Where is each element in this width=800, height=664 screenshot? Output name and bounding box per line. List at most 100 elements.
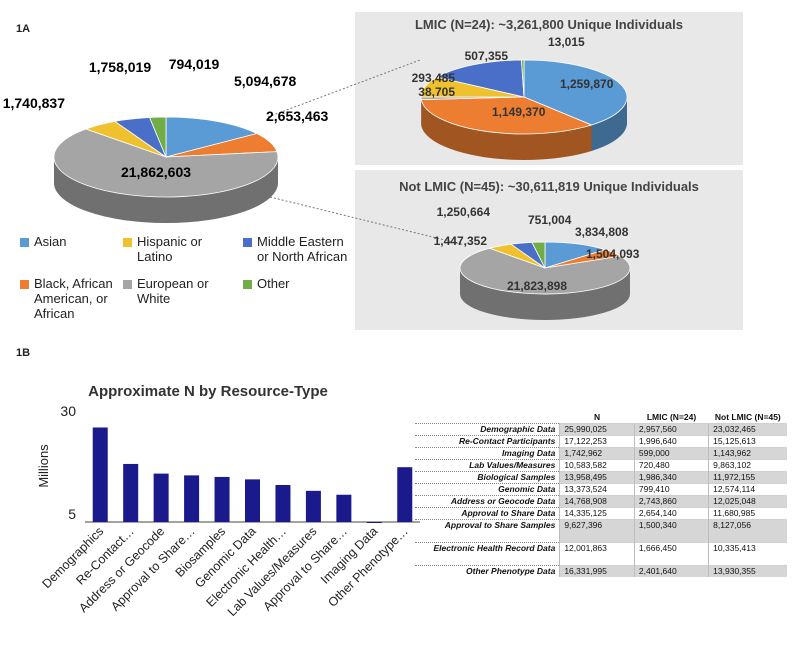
pie-notlmic-slice-european bbox=[459, 247, 631, 295]
table-row: Demographic Data 25,990,025 2,957,560 23,03… bbox=[415, 423, 787, 436]
pie-lmic-label-other: 13,015 bbox=[548, 35, 585, 49]
legend-swatch-european bbox=[123, 280, 132, 289]
zoom-connector-bottom bbox=[269, 196, 466, 246]
pie-notlmic-label-european: 21,823,898 bbox=[507, 279, 567, 293]
bar-5 bbox=[245, 479, 260, 522]
table-cell-notlmic: 11,680,985 bbox=[708, 507, 787, 520]
table-row-label: Imaging Data bbox=[415, 447, 560, 460]
table-cell-n: 14,335,125 bbox=[559, 507, 635, 520]
table-cell-notlmic: 10,335,413 bbox=[708, 542, 787, 566]
table-cell-n: 13,373,524 bbox=[559, 483, 635, 496]
pie-notlmic-slice-asian bbox=[544, 241, 607, 269]
pie-notlmic: 3,834,808 1,504,093 21,823,898 1,447,352 1,2… bbox=[434, 205, 640, 320]
pie-overall-label-hispanic: 1,740,837 bbox=[3, 95, 65, 111]
pie-notlmic-slice-other bbox=[531, 241, 546, 269]
bar-4 bbox=[214, 476, 230, 522]
table-cell-n: 1,742,962 bbox=[559, 447, 635, 460]
table-row: Re-Contact Participants 17,122,253 1,996,6… bbox=[415, 435, 787, 448]
legend-label-middle_eastern: Middle Eastern or North African bbox=[257, 234, 347, 264]
table-row: Genomic Data 13,373,524 799,410 12,574,114 bbox=[415, 483, 787, 496]
legend-label-asian: Asian bbox=[34, 234, 67, 249]
table-cell-lmic: 2,957,560 bbox=[633, 423, 709, 436]
table-cell-notlmic: 12,574,114 bbox=[708, 483, 787, 496]
table-cell-lmic: 1,500,340 bbox=[633, 519, 709, 543]
table-header-notlmic: Not LMIC (N=45) bbox=[714, 412, 781, 422]
table-cell-n: 17,122,253 bbox=[559, 435, 635, 448]
table-cell-lmic: 1,666,450 bbox=[633, 542, 709, 566]
table-cell-lmic: 1,986,340 bbox=[633, 471, 709, 484]
table-cell-n: 16,331,995 bbox=[559, 565, 635, 577]
pie-overall: 5,094,678 2,653,463 21,862,603 1,740,837 1,7… bbox=[3, 56, 328, 223]
pie-lmic-label-black: 1,149,370 bbox=[492, 105, 546, 119]
pie-lmic-wall-asian bbox=[591, 97, 627, 151]
table-cell-lmic: 599,000 bbox=[633, 447, 709, 460]
bar-7 bbox=[305, 490, 321, 522]
table-cell-notlmic: 13,930,355 bbox=[708, 565, 787, 577]
table-cell-lmic: 2,654,140 bbox=[633, 507, 709, 520]
legend-item-asian: Asian bbox=[20, 234, 67, 249]
table-cell-n: 10,583,582 bbox=[559, 459, 635, 472]
pie-lmic-label-middle_eastern: 507,355 bbox=[465, 49, 509, 63]
table-cell-lmic: 1,996,640 bbox=[633, 435, 709, 448]
bar-chart-ytick-0: 5 bbox=[68, 506, 76, 522]
table-row-label: Other Phenotype Data bbox=[415, 565, 560, 577]
table-cell-lmic: 2,743,860 bbox=[633, 495, 709, 508]
table-cell-n: 25,990,025 bbox=[559, 423, 635, 436]
legend-label-other: Other bbox=[257, 276, 290, 291]
pie-overall-slice-other bbox=[148, 116, 167, 158]
pie-lmic-label-asian: 1,259,870 bbox=[560, 77, 614, 91]
notlmic-title: Not LMIC (N=45): ~30,611,819 Unique Indi… bbox=[399, 179, 699, 194]
table-cell-n: 14,768,908 bbox=[559, 495, 635, 508]
bar-0 bbox=[92, 427, 108, 522]
table-header-n: N bbox=[594, 412, 601, 422]
bar-chart-title: Approximate N by Resource-Type bbox=[88, 383, 328, 400]
legend-swatch-asian bbox=[20, 238, 29, 247]
table-row: Electronic Health Record Data 12,001,863 1… bbox=[415, 542, 787, 566]
table-row: Other Phenotype Data 16,331,995 2,401,640 1… bbox=[415, 565, 787, 577]
bar-9 bbox=[366, 522, 382, 523]
pie-lmic-slice-black bbox=[420, 96, 593, 135]
pie-overall-slice-asian bbox=[165, 116, 258, 158]
table-cell-notlmic: 8,127,056 bbox=[708, 519, 787, 543]
pie-overall-label-asian: 5,094,678 bbox=[234, 73, 296, 89]
legend-label-hispanic: Hispanic or Latino bbox=[137, 234, 203, 264]
legend-item-other: Other bbox=[243, 276, 290, 291]
table-cell-notlmic: 1,143,962 bbox=[708, 447, 787, 460]
pie-overall-label-european: 21,862,603 bbox=[121, 164, 191, 180]
legend-label-black: Black, African American, or African bbox=[34, 276, 113, 321]
table-header-blank bbox=[415, 411, 560, 424]
legend-swatch-middle_eastern bbox=[243, 238, 252, 247]
bar-1 bbox=[123, 463, 139, 522]
pie-overall-label-black: 2,653,463 bbox=[266, 108, 328, 124]
pie-lmic-label-hispanic: 293,485 bbox=[412, 71, 456, 85]
table-row: Address or Geocode Data 14,768,908 2,743,8… bbox=[415, 495, 787, 508]
legend-item-black: Black, African American, or African bbox=[20, 276, 113, 321]
pie-notlmic-label-other: 751,004 bbox=[528, 213, 572, 227]
resource-type-table: N LMIC (N=24) Not LMIC (N=45) Demographi… bbox=[415, 411, 787, 577]
pie-overall-label-middle_eastern: 1,758,019 bbox=[89, 59, 151, 75]
bar-6 bbox=[275, 485, 291, 522]
pie-notlmic-label-asian: 3,834,808 bbox=[575, 225, 629, 239]
legend-item-middle_eastern: Middle Eastern or North African bbox=[243, 234, 347, 264]
bar-3 bbox=[184, 475, 200, 522]
table-cell-notlmic: 15,125,613 bbox=[708, 435, 787, 448]
table-row-label: Lab Values/Measures bbox=[415, 459, 560, 472]
table-cell-notlmic: 11,972,155 bbox=[708, 471, 787, 484]
table-cell-n: 13,958,495 bbox=[559, 471, 635, 484]
table-row: Lab Values/Measures 10,583,582 720,480 9,86… bbox=[415, 459, 787, 472]
table-header-lmic: LMIC (N=24) bbox=[646, 412, 697, 422]
legend-item-european: European or White bbox=[123, 276, 209, 306]
table-row-label: Re-Contact Participants bbox=[415, 435, 560, 448]
table-row-label: Demographic Data bbox=[415, 423, 560, 436]
legend-swatch-other bbox=[243, 280, 252, 289]
table-cell-lmic: 2,401,640 bbox=[633, 565, 709, 577]
panel-1b-label: 1B bbox=[16, 347, 30, 359]
bar-chart-ylabel: Millions bbox=[36, 444, 51, 488]
table-cell-notlmic: 9,863,102 bbox=[708, 459, 787, 472]
pie-notlmic-label-black: 1,504,093 bbox=[586, 247, 640, 261]
table-cell-n: 12,001,863 bbox=[559, 542, 635, 566]
table-row: Imaging Data 1,742,962 599,000 1,143,962 bbox=[415, 447, 787, 460]
bar-10 bbox=[397, 467, 413, 522]
